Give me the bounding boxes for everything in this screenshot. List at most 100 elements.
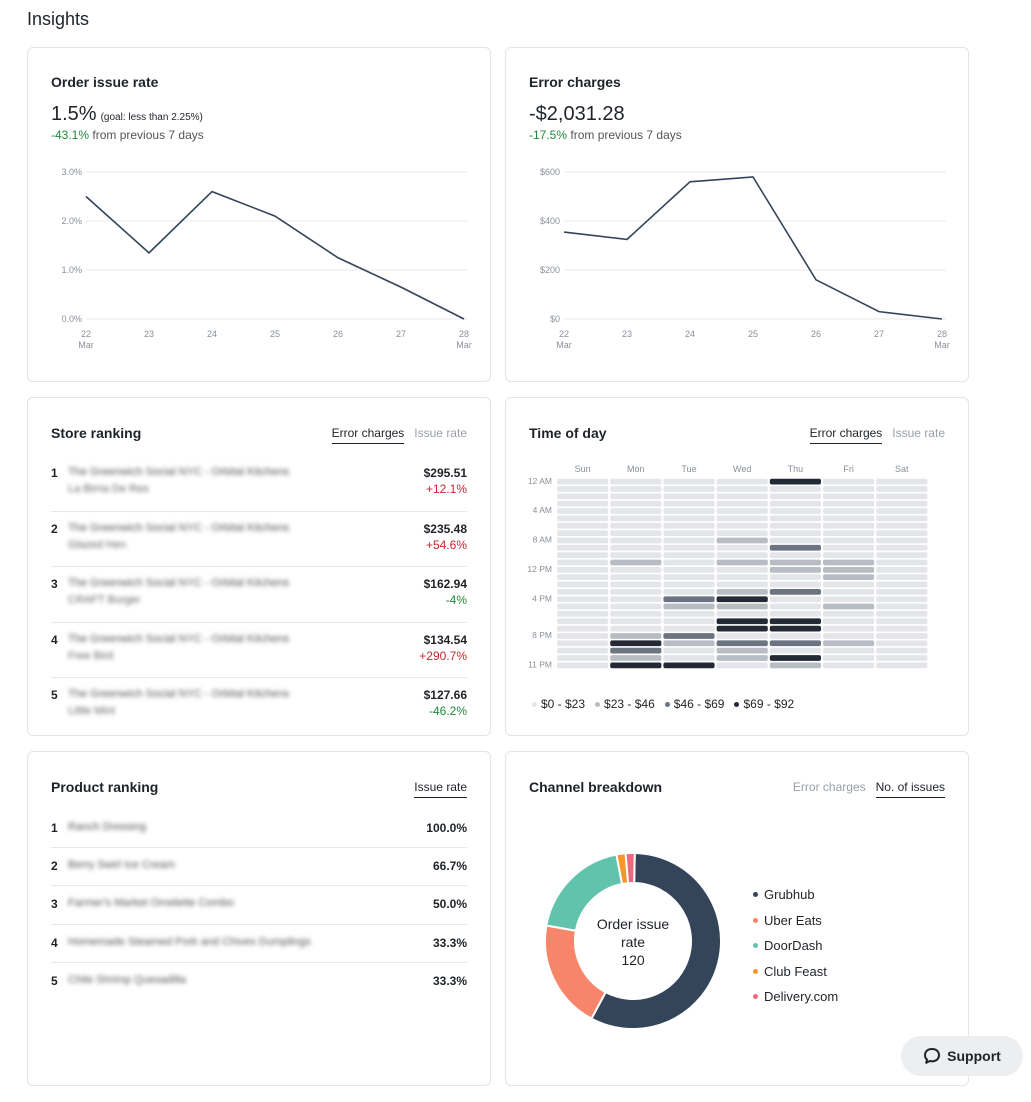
heatmap-cell [663,530,715,536]
product-ranking-row[interactable]: 3 Farmer's Market Omelette Combo 50.0% [51,886,467,925]
heatmap-cell [557,500,609,507]
x-tick-label-month: Mar [934,340,950,350]
store-ranking-card: Store ranking Error charges Issue rate 1… [27,397,491,736]
time-of-day-tabs: Error charges Issue rate [809,426,945,444]
brand-name: Glazed Hen [68,538,127,551]
heatmap-cell [769,566,821,573]
legend-label: $46 - $69 [673,697,725,711]
legend-dot [753,943,758,949]
heatmap-cell [716,588,768,595]
tab-issue-rate[interactable]: Issue rate [414,426,467,440]
error-charges-value: -$2,031.28 [529,103,625,125]
day-label: Mon [627,464,645,474]
product-ranking-row[interactable]: 5 Chile Shrimp Quesadilla 33.3% [51,963,467,1001]
support-button[interactable]: Support [901,1036,1023,1076]
heatmap-cell [876,493,928,500]
tab-error-charges[interactable]: Error charges [792,780,866,794]
product-ranking-row[interactable]: 4 Homemade Steamed Pork and Chives Dumpli… [51,925,467,963]
delta-suffix: from previous 7 days [570,128,682,142]
order-issue-rate-card: Order issue rate 1.5% (goal: less than 2.… [27,47,491,382]
heatmap-cell [557,647,609,654]
heatmap-legend: $0 - $23 $23 - $46 $46 - $69 $69 - $92 [532,697,794,711]
product-ranking-card: Product ranking Issue rate 1 Ranch Dressi… [27,751,491,1086]
legend-label: DoorDash [764,938,823,954]
heatmap-cell [823,530,875,536]
legend-dot [753,892,758,898]
channel-legend-item: DoorDash [753,933,838,959]
legend-dot [734,701,740,707]
y-tick-label: 3.0% [61,167,82,177]
heatmap-cell [716,647,768,654]
heatmap-cell [876,618,928,625]
store-ranking-row[interactable]: 1 The Greenwich Social NYC - Orbital Kitc… [51,456,467,512]
heatmap-cell [769,508,821,514]
store-ranking-tabs: Error charges Issue rate [331,426,467,444]
heatmap-cell [876,530,928,536]
store-error-charges: $295.51 [423,466,467,480]
heatmap-cell [716,515,768,522]
tab-error-charges[interactable]: Error charges [331,426,405,444]
heatmap-cell [823,647,875,654]
x-tick-label: 25 [270,329,280,339]
tab-issue-rate[interactable]: Issue rate [892,426,945,440]
heatmap-cell [769,640,821,647]
store-ranking-row[interactable]: 3 The Greenwich Social NYC - Orbital Kitc… [51,567,467,623]
tab-error-charges[interactable]: Error charges [809,426,883,444]
x-tick-label: 25 [748,329,758,339]
store-name: The Greenwich Social NYC - Orbital Kitch… [68,632,290,645]
heatmap-cell [663,655,715,661]
heatmap-cell [876,566,928,573]
series-line [563,176,943,320]
heatmap-cell [823,625,875,632]
rank-number: 3 [51,577,58,592]
card-title: Error charges [529,74,621,90]
store-error-charges: $134.54 [423,632,467,647]
heatmap-cell [716,486,768,492]
heatmap-cell [557,559,609,566]
heatmap-cell [663,633,715,639]
x-tick-label: 22 [559,329,569,339]
heatmap-cell [823,515,875,522]
channel-donut-chart [544,851,722,1030]
card-title: Order issue rate [51,74,159,90]
legend-dot [664,701,670,707]
heatmap-cell [610,625,662,632]
card-title: Store ranking [51,425,142,441]
y-tick-label: 1.0% [61,265,82,275]
product-issue-rate: 50.0% [432,897,467,912]
tab-issue-rate[interactable]: Issue rate [414,780,467,798]
heatmap-cell [769,522,821,529]
center-label-line-1: Order issue [596,916,670,932]
heatmap-cell [716,574,768,581]
heatmap-cell [876,508,928,514]
legend-label: $69 - $92 [743,697,795,711]
product-ranking-row[interactable]: 1 Ranch Dressing 100.0% [51,810,467,849]
channel-legend-item: Uber Eats [753,908,838,934]
heatmap-cell [823,522,875,529]
x-tick-label: 26 [811,329,821,339]
product-name: Ranch Dressing [68,821,147,833]
heatmap-cell [716,662,768,669]
legend-label: Delivery.com [764,989,839,1005]
heatmap-cell [557,596,609,603]
tab-no-of-issues[interactable]: No. of issues [875,780,945,798]
store-ranking-row[interactable]: 5 The Greenwich Social NYC - Orbital Kitc… [51,678,467,724]
heatmap-cell [876,537,928,544]
heatmap-cell [876,625,928,632]
store-ranking-row[interactable]: 2 The Greenwich Social NYC - Orbital Kitc… [51,512,467,568]
heatmap-cell [716,559,768,566]
heatmap-cell [610,508,662,514]
heatmap-cell [663,603,715,610]
heatmap-cell [823,537,875,544]
value-text: 1.5% [51,103,97,125]
product-ranking-row[interactable]: 2 Berry Swirl Ice Cream 66.7% [51,848,467,887]
heatmap-cell [557,662,609,669]
support-label: Support [947,1048,1001,1064]
heatmap-cell [557,640,609,647]
legend-item: $0 - $23 [532,697,585,711]
store-ranking-row[interactable]: 4 The Greenwich Social NYC - Orbital Kitc… [51,623,467,679]
heatmap-cell [557,537,609,544]
heatmap-cell [823,544,875,551]
day-label: Thu [788,464,804,474]
heatmap-cell [610,662,662,669]
